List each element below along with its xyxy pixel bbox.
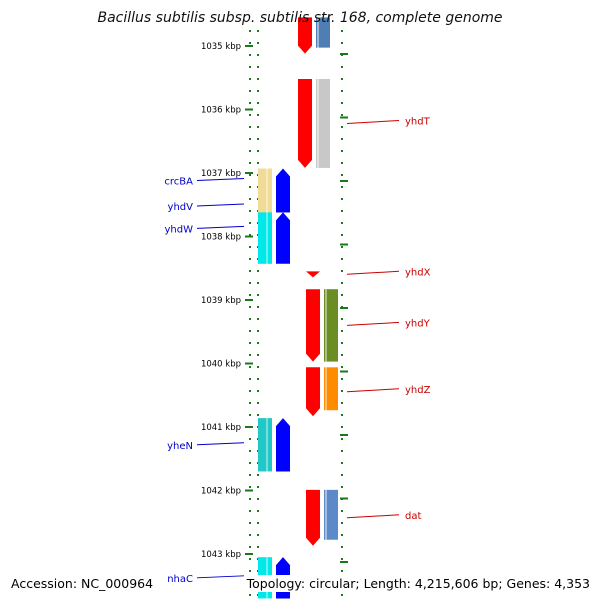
cog-block: [258, 192, 272, 213]
label-leader: [346, 119, 400, 124]
gene-label-yheN: yheN: [167, 441, 193, 452]
accession-label: Accession: NC_000964: [9, 575, 156, 592]
label-leader: [346, 321, 400, 326]
tick-label: 1040 kbp: [201, 360, 241, 370]
cog-block: [258, 212, 272, 264]
gene-arrow-plus: [298, 17, 312, 54]
label-leader: [346, 514, 400, 519]
gene-label-yhdV: yhdV: [168, 202, 194, 213]
gene-label-yhdY: yhdY: [405, 318, 431, 329]
label-leader: [346, 388, 400, 393]
cog-block: [316, 17, 330, 48]
tick-label: 1035 kbp: [201, 42, 241, 52]
gene-label-yhdX: yhdX: [405, 267, 431, 278]
tick-label: 1041 kbp: [201, 423, 241, 433]
gene-arrow-plus: [306, 289, 320, 362]
gene-label-dat: dat: [405, 511, 421, 522]
gene-arrow-plus: [306, 489, 320, 546]
gene-arrow-minus: [276, 212, 290, 264]
map-title: Bacillus subtilis subsp. subtilis str. 1…: [97, 10, 503, 26]
label-leader: [196, 178, 245, 182]
gene-arrow-minus: [276, 418, 290, 472]
gene-label-yhdW: yhdW: [165, 224, 194, 235]
cog-block: [324, 367, 338, 411]
label-leader: [196, 442, 245, 446]
tick-label: 1036 kbp: [201, 106, 241, 116]
gene-label-crcBA: crcBA: [164, 177, 193, 188]
label-leader: [196, 575, 245, 579]
tick-label: 1042 kbp: [201, 487, 241, 497]
gene-label-nhaC: nhaC: [167, 574, 193, 585]
genome-info-label: Topology: circular; Length: 4,215,606 bp…: [244, 575, 592, 592]
cog-block: [258, 418, 272, 472]
cog-block: [324, 489, 338, 540]
label-leader: [196, 203, 245, 207]
label-leader: [346, 270, 400, 275]
gene-arrow-plus: [306, 367, 320, 417]
tick-label: 1037 kbp: [201, 169, 241, 179]
tick-label: 1038 kbp: [201, 233, 241, 243]
gene-arrow-minus: [276, 192, 290, 213]
tick-label: 1039 kbp: [201, 296, 241, 306]
gene-arrow-plus: [298, 79, 312, 168]
cog-block: [324, 289, 338, 362]
gene-arrow-plus: [306, 271, 320, 278]
tick-label: 1043 kbp: [201, 550, 241, 560]
gene-label-yhdZ: yhdZ: [405, 385, 431, 396]
gene-label-yhdT: yhdT: [405, 116, 431, 127]
label-leader: [196, 225, 245, 229]
cog-block: [316, 79, 330, 168]
